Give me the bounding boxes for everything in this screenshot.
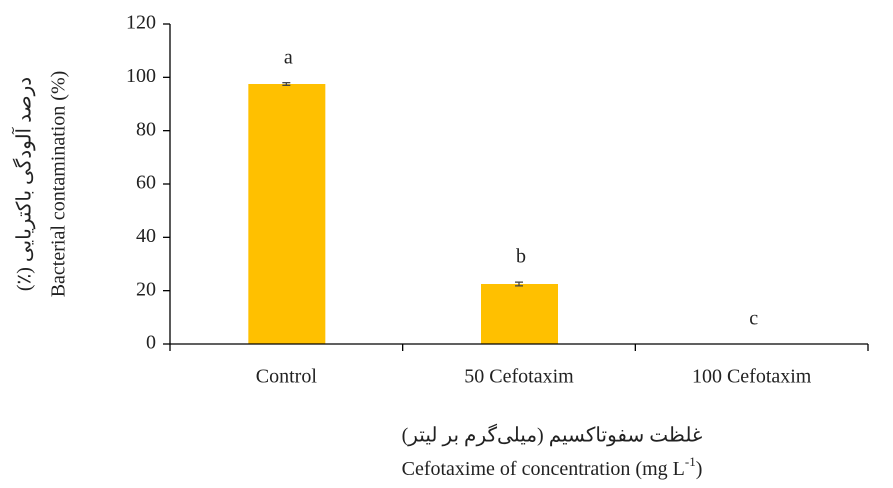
- x-axis-label-superscript: -1: [685, 454, 696, 469]
- y-tick-label: 0: [146, 332, 156, 354]
- bar: [248, 84, 326, 344]
- annotation: c: [749, 308, 758, 330]
- y-axis-label-fa: درصد آلودگی باکتریایی (٪): [12, 77, 36, 291]
- bar: [481, 284, 558, 344]
- error-bar: [515, 281, 523, 287]
- y-tick-label: 80: [136, 118, 156, 140]
- y-tick-label: 60: [136, 172, 156, 194]
- y-axis-label-en: Bacterial contamination (%): [48, 71, 70, 298]
- x-axis-label-en: Cefotaxime of concentration (mg L-1): [402, 454, 703, 480]
- y-tick-label: 100: [126, 65, 156, 87]
- x-axis-label-part: Cefotaxime of concentration (mg L: [402, 458, 685, 480]
- error-bar: [282, 82, 291, 86]
- x-tick-label: 100 Cefotaxim: [692, 366, 812, 388]
- annotation: a: [284, 46, 293, 68]
- y-tick-label: 40: [136, 225, 156, 247]
- x-axis-label-part: ): [696, 458, 703, 480]
- annotation: b: [516, 246, 526, 268]
- x-axis-label-fa: غلظت سفوتاکسیم (میلی‌گرم بر لیتر): [402, 424, 703, 447]
- x-tick-label: Control: [256, 366, 318, 388]
- x-tick-label: 50 Cefotaxim: [464, 366, 574, 388]
- y-tick-label: 120: [126, 12, 156, 34]
- y-tick-label: 20: [136, 278, 156, 300]
